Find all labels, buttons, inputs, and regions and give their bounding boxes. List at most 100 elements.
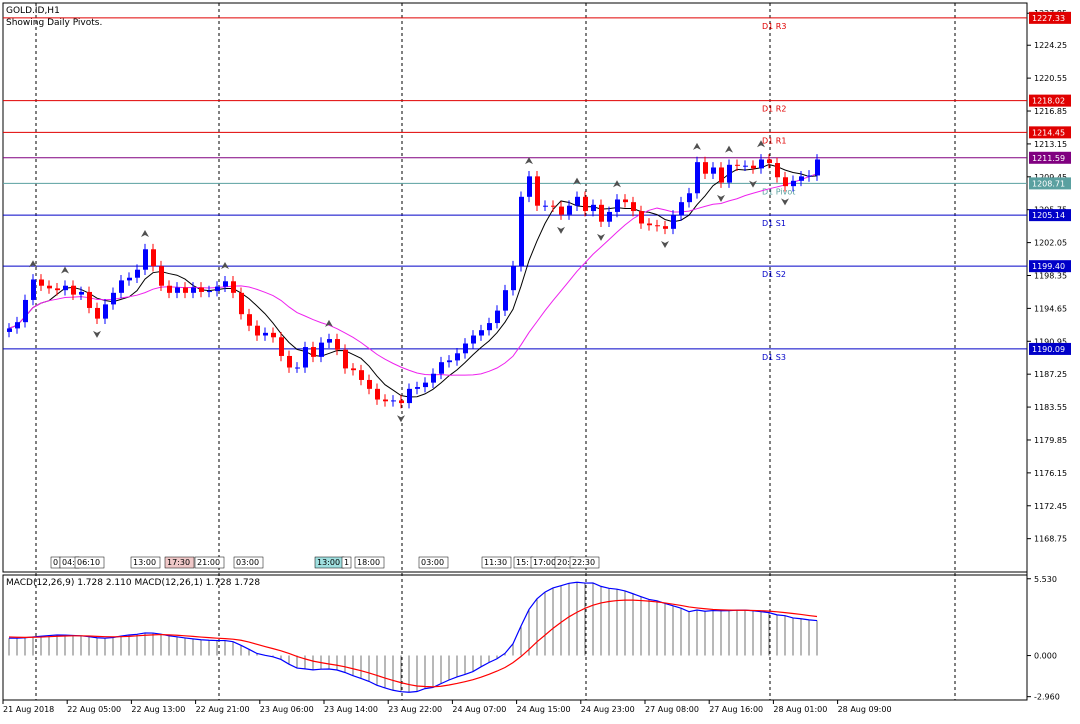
candle-body [815, 159, 820, 176]
candle-body [471, 335, 476, 344]
fractal-down-arrow [749, 180, 757, 188]
session-label-box [569, 556, 600, 569]
candle-body [263, 332, 268, 336]
pivot-price-tag [1029, 342, 1071, 355]
session-label: 03:00 [236, 558, 259, 567]
candle-body [711, 167, 716, 174]
price-tick-label: 1172.45 [1034, 502, 1067, 511]
macd-tick-label: 5.530 [1034, 575, 1057, 584]
session-label-box [481, 556, 512, 569]
pivot-price-tag [1029, 209, 1071, 222]
price-tick-label: 1179.85 [1034, 436, 1067, 445]
macd-axis: 5.530 0.000 -2.960 [1027, 575, 1060, 702]
pivot-label: D1 Pivot [762, 187, 795, 196]
macd-signal-line [8, 599, 818, 688]
symbol-title: GOLD.ID,H1 [6, 6, 60, 16]
session-label: 0 [53, 558, 58, 567]
time-tick-label: 23 Aug 22:00 [388, 705, 442, 714]
macd-tick-label: -2.960 [1034, 693, 1060, 702]
session-label: 17:30 [167, 558, 190, 567]
candle-body [647, 223, 652, 226]
candle-body [767, 159, 772, 164]
candle-body [807, 175, 812, 177]
time-tick-label: 22 Aug 13:00 [131, 705, 185, 714]
session-label-box [341, 556, 352, 569]
time-tick-label: 21 Aug 2018 [3, 705, 54, 714]
candle-body [495, 310, 500, 324]
candle-body [367, 379, 372, 389]
candle-body [623, 199, 628, 203]
candle-body [527, 176, 532, 197]
candle-body [671, 215, 676, 229]
price-tick-label: 1216.85 [1034, 107, 1067, 116]
fractal-down-arrow [597, 233, 605, 241]
pivot-price-tag-label: 1214.45 [1032, 128, 1065, 137]
candle-body [463, 343, 468, 354]
price-tick-label: 1198.35 [1034, 271, 1067, 280]
pivot-label: D1 S1 [762, 219, 786, 228]
fractal-arrows [29, 140, 789, 423]
time-tick-label: 23 Aug 14:00 [324, 705, 378, 714]
macd-histogram [8, 582, 818, 693]
pivot-price-tag-label: 1227.33 [1032, 14, 1065, 23]
pivot-price-tag-label: 1211.59 [1032, 154, 1065, 163]
candle-body [415, 387, 420, 389]
candle-body [159, 266, 164, 286]
candle-body [551, 205, 556, 207]
pivot-label: D1 S3 [762, 353, 786, 362]
pivot-price-tag-label: 1208.71 [1032, 179, 1065, 188]
candle-body [511, 266, 516, 291]
fractal-up-arrow [141, 230, 149, 238]
session-label: 03:00 [421, 558, 444, 567]
candle-body [631, 202, 636, 212]
session-label: 20: [557, 558, 570, 567]
price-tick-label: 1224.25 [1034, 41, 1067, 50]
session-label-box [130, 556, 161, 569]
candle-body [799, 176, 804, 181]
pivot-label: D1 R3 [762, 22, 786, 31]
fractal-down-arrow [93, 330, 101, 338]
candle-body [687, 193, 692, 203]
fractal-up-arrow [573, 177, 581, 185]
candle-body [271, 332, 276, 338]
price-tick-label: 1209.45 [1034, 173, 1067, 182]
time-tick-label: 22 Aug 05:00 [67, 705, 121, 714]
pivot-price-tag-label: 1190.09 [1032, 345, 1065, 354]
candle-body [247, 314, 252, 326]
candles [7, 154, 820, 409]
fractal-up-arrow [757, 140, 765, 148]
candle-body [135, 269, 140, 278]
time-tick-label: 27 Aug 16:00 [709, 705, 763, 714]
candle-body [407, 388, 412, 404]
candle-body [719, 167, 724, 183]
candle-body [343, 349, 348, 369]
pivot-price-tag [1029, 177, 1071, 190]
candle-body [143, 249, 148, 270]
session-label-box [354, 556, 385, 569]
candle-body [383, 399, 388, 402]
pivot-price-tag [1029, 151, 1071, 164]
candle-body [615, 199, 620, 212]
pivot-price-tag-label: 1199.40 [1032, 262, 1065, 271]
candle-body [695, 162, 700, 194]
candle-body [759, 159, 764, 169]
candle-body [735, 164, 740, 166]
candle-body [703, 162, 708, 174]
price-tick-label: 1168.75 [1034, 535, 1067, 544]
session-label: 13:00 [317, 558, 340, 567]
candle-body [71, 285, 76, 295]
candle-body [503, 290, 508, 311]
fractal-down-arrow [781, 198, 789, 206]
candle-body [31, 279, 36, 300]
pivot-label: D1 R2 [762, 105, 786, 114]
time-tick-label: 24 Aug 23:00 [581, 705, 635, 714]
candle-body [543, 205, 548, 207]
candle-body [439, 362, 444, 374]
fractal-up-arrow [325, 319, 333, 327]
candle-body [191, 287, 196, 293]
candle-body [63, 285, 68, 291]
candle-body [231, 281, 236, 293]
fractal-up-arrow [61, 266, 69, 274]
fractal-down-arrow [557, 226, 565, 234]
